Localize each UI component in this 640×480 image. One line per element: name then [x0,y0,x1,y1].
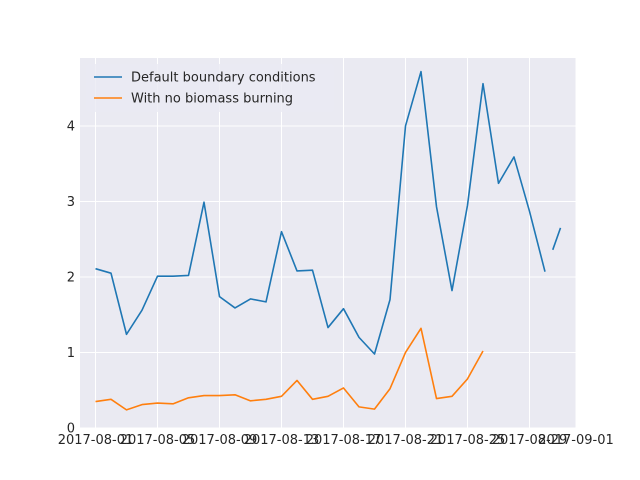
y-tick-label: 1 [67,346,75,361]
x-tick-label: 2017-08-01 [58,433,134,448]
plot-background [80,58,576,428]
series-point-extra [551,227,562,251]
series-line-no-biomass [95,327,484,411]
legend-label-no-biomass: With no biomass burning [131,92,293,107]
x-tick-label: 2017-08-17 [306,433,382,448]
y-tick-label: 4 [67,119,75,134]
y-tick-label: 2 [67,270,75,285]
x-tick-label: 2017-08-29 [492,433,568,448]
series-line-default [95,70,546,355]
y-tick-label: 0 [67,422,75,437]
legend: Default boundary conditions With no biom… [86,64,334,112]
legend-label-default: Default boundary conditions [131,71,316,86]
legend-box [86,64,334,112]
x-tick-label: 2017-08-13 [244,433,320,448]
tick-labels: 2017-08-012017-08-052017-08-092017-08-13… [58,119,614,448]
x-tick-label: 2017-08-21 [368,433,444,448]
y-tick-label: 3 [67,195,75,210]
x-tick-label: 2017-09-01 [538,433,614,448]
x-tick-label: 2017-08-05 [120,433,196,448]
x-tick-label: 2017-08-25 [430,433,506,448]
series-layer [95,70,562,411]
x-tick-label: 2017-08-09 [182,433,258,448]
